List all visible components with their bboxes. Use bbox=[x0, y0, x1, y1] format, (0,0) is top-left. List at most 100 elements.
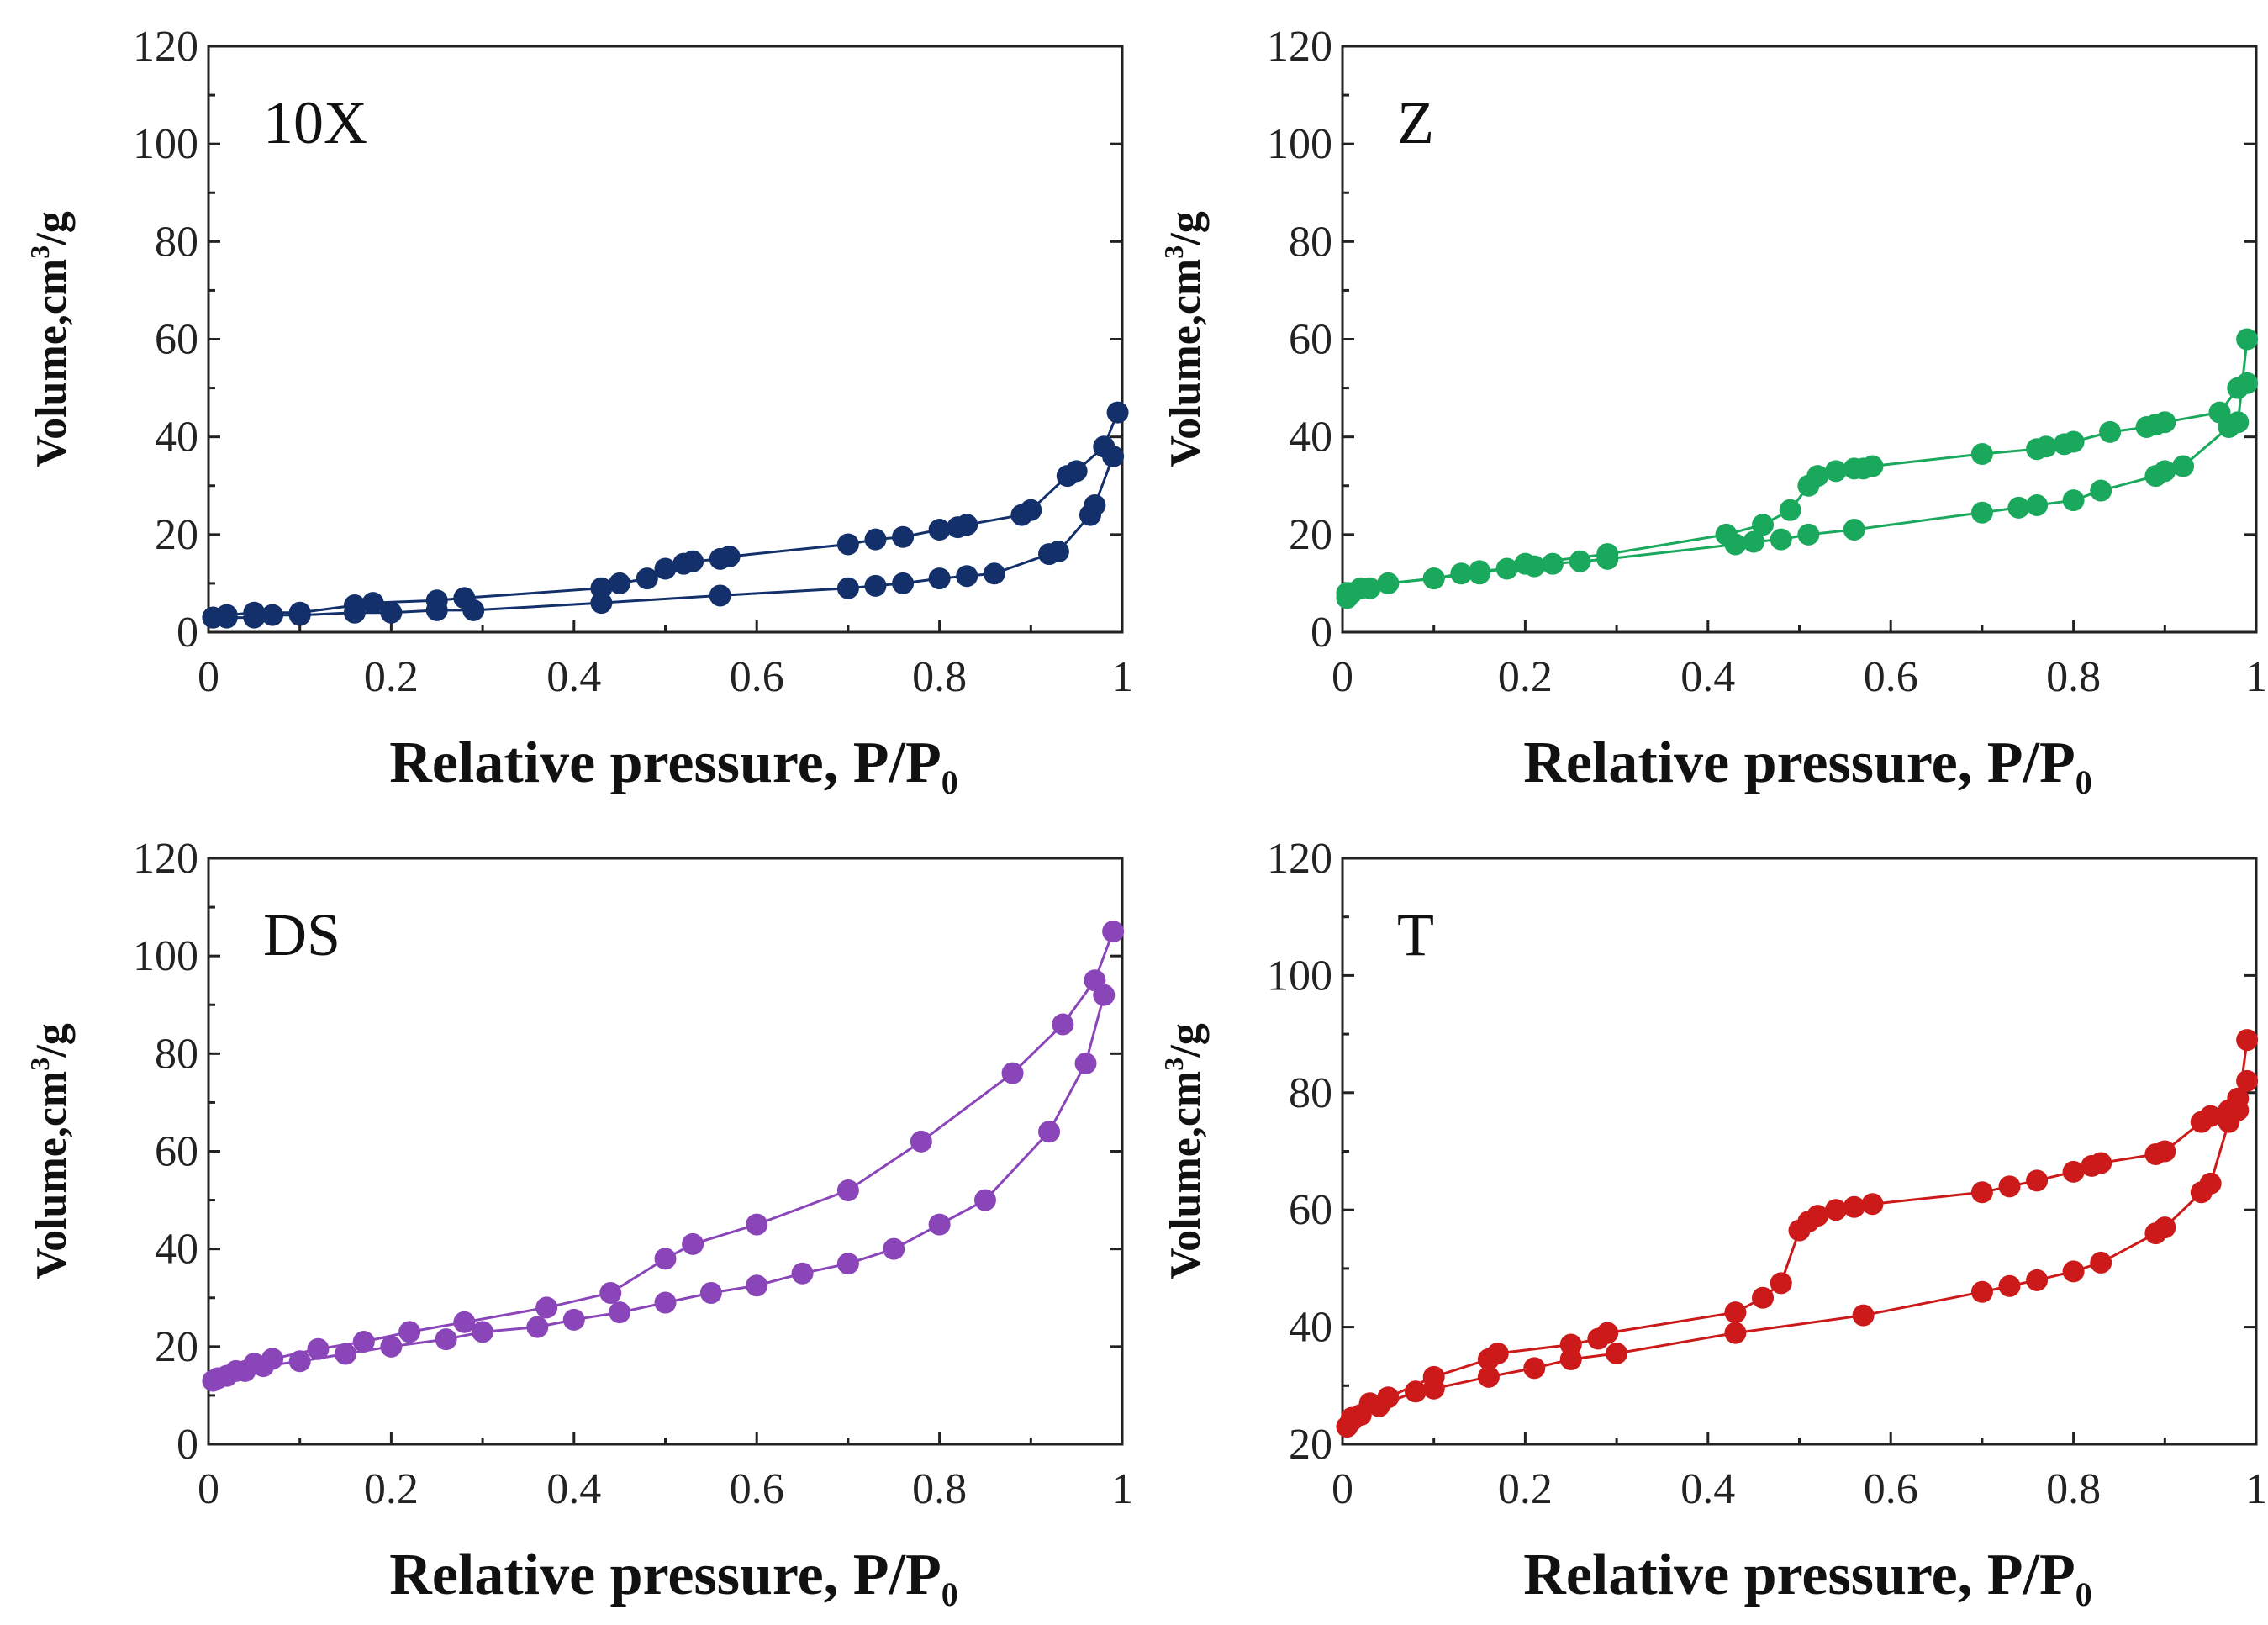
data-point-desorption bbox=[892, 525, 915, 548]
data-point-desorption bbox=[1824, 460, 1847, 483]
data-point-desorption bbox=[2026, 1169, 2049, 1192]
data-point-adsorption bbox=[2236, 1029, 2259, 1052]
data-point-adsorption bbox=[836, 577, 859, 599]
x-axis-title: Relative pressure, P/P0 bbox=[389, 731, 957, 801]
data-point-desorption bbox=[352, 1331, 375, 1353]
data-point-desorption bbox=[2026, 438, 2049, 461]
data-point-adsorption bbox=[335, 1343, 357, 1365]
data-point-adsorption bbox=[435, 1328, 457, 1351]
data-point-desorption bbox=[1843, 457, 1865, 480]
data-point-adsorption bbox=[836, 1253, 859, 1275]
x-tick-label: 0.8 bbox=[912, 1465, 967, 1513]
data-point-desorption bbox=[453, 1311, 476, 1333]
x-tick-label: 1 bbox=[1111, 1465, 1133, 1513]
x-axis-title-subscript: 0 bbox=[941, 1575, 958, 1613]
data-point-desorption bbox=[453, 587, 476, 609]
data-point-desorption bbox=[1779, 499, 1801, 521]
y-tick-label: 20 bbox=[1289, 1421, 1332, 1469]
y-axis-title-superscript: 3 bbox=[24, 245, 55, 259]
y-axis-title-text: Volume,cm bbox=[1162, 1071, 1210, 1279]
y-axis-title-superscript: 3 bbox=[1158, 245, 1189, 259]
x-tick-label: 0.4 bbox=[1680, 1465, 1735, 1513]
data-point-adsorption bbox=[1606, 1342, 1628, 1364]
x-tick-label: 0.2 bbox=[364, 653, 419, 701]
series-line-desorption bbox=[213, 412, 1119, 620]
x-tick-label: 1 bbox=[2245, 653, 2267, 701]
data-point-desorption bbox=[2227, 377, 2250, 399]
data-point-adsorption bbox=[956, 565, 978, 588]
data-point-desorption bbox=[672, 552, 695, 575]
y-axis-title: Volume,cm3/g bbox=[24, 211, 76, 467]
data-point-desorption bbox=[1752, 514, 1775, 536]
data-point-desorption bbox=[224, 1359, 247, 1382]
data-point-adsorption bbox=[1477, 1365, 1500, 1388]
x-tick-label: 0.4 bbox=[1680, 653, 1735, 701]
x-tick-label: 0.8 bbox=[2046, 653, 2101, 701]
data-point-desorption bbox=[2135, 416, 2158, 439]
x-axis-title-text: Relative pressure, P/P bbox=[389, 731, 941, 795]
data-point-adsorption bbox=[2007, 496, 2030, 519]
data-point-adsorption bbox=[1047, 541, 1069, 563]
x-tick-label: 0 bbox=[1332, 1465, 1353, 1513]
x-tick-label: 0.8 bbox=[2046, 1465, 2101, 1513]
data-point-desorption bbox=[836, 533, 859, 556]
data-point-desorption bbox=[654, 1248, 677, 1270]
data-point-desorption bbox=[202, 606, 224, 629]
data-point-desorption bbox=[1596, 543, 1619, 566]
chart-panel-t: 20 40 60 80 100 120 0 0.2 0.4 0.6 0.8 1 Relative pre… bbox=[1134, 812, 2268, 1624]
data-point-desorption bbox=[1377, 1386, 1400, 1409]
data-point-desorption bbox=[864, 528, 887, 551]
y-axis-title-text: Volume,cm bbox=[1162, 259, 1210, 467]
data-point-desorption bbox=[1797, 474, 1820, 497]
data-point-desorption bbox=[243, 1353, 266, 1375]
data-point-desorption bbox=[398, 1321, 421, 1343]
data-point-adsorption bbox=[1074, 1052, 1097, 1074]
data-point-adsorption bbox=[288, 1350, 311, 1373]
data-point-desorption bbox=[1770, 1272, 1792, 1295]
data-point-desorption bbox=[2099, 420, 2122, 443]
data-point-adsorption bbox=[1542, 552, 1564, 575]
x-axis-title-subscript: 0 bbox=[941, 763, 958, 801]
data-point-desorption bbox=[1340, 1406, 1363, 1429]
data-point-adsorption bbox=[1797, 523, 1820, 546]
data-point-desorption bbox=[206, 1367, 229, 1390]
data-point-adsorption bbox=[1450, 562, 1473, 585]
data-point-desorption bbox=[1724, 1301, 1747, 1324]
data-point-adsorption bbox=[883, 1237, 905, 1260]
data-point-adsorption bbox=[864, 574, 887, 597]
data-point-desorption bbox=[1084, 969, 1106, 992]
panel-label: Z bbox=[1397, 89, 1434, 156]
data-point-adsorption bbox=[1970, 1280, 1993, 1303]
x-tick-label: 0.2 bbox=[364, 1465, 419, 1513]
data-point-adsorption bbox=[1998, 1274, 2021, 1297]
data-point-desorption bbox=[1559, 1333, 1582, 1356]
data-point-adsorption bbox=[2090, 479, 2112, 502]
x-axis-title: Relative pressure, P/P0 bbox=[1523, 731, 2091, 801]
data-point-desorption bbox=[1422, 567, 1445, 590]
y-tick-label: 20 bbox=[155, 511, 198, 559]
data-point-desorption bbox=[1788, 1219, 1811, 1242]
x-tick-label: 0.2 bbox=[1498, 1465, 1553, 1513]
data-point-desorption bbox=[1715, 523, 1738, 546]
data-point-adsorption bbox=[791, 1262, 814, 1285]
y-tick-label: 40 bbox=[1289, 1304, 1332, 1352]
x-tick-label: 0 bbox=[1332, 653, 1353, 701]
data-point-adsorption bbox=[2062, 1260, 2085, 1283]
y-axis-title-end: /g bbox=[1162, 1023, 1210, 1058]
data-point-desorption bbox=[343, 594, 366, 617]
data-point-desorption bbox=[928, 519, 951, 541]
x-tick-label: 0.2 bbox=[1498, 653, 1553, 701]
data-point-desorption bbox=[2081, 1154, 2103, 1177]
y-tick-label: 100 bbox=[133, 120, 198, 168]
data-point-adsorption bbox=[928, 1213, 951, 1236]
data-point-adsorption bbox=[1852, 1304, 1875, 1327]
data-point-desorption bbox=[1843, 1195, 1865, 1218]
chart-panel-z: 0 20 40 60 80 100 120 0 0.2 0.4 0.6 0.8 1 Relative pr… bbox=[1134, 0, 2268, 812]
data-point-desorption bbox=[590, 577, 613, 599]
data-point-desorption bbox=[2144, 1142, 2167, 1165]
data-point-desorption bbox=[599, 1281, 622, 1304]
data-point-adsorption bbox=[472, 1321, 494, 1343]
y-tick-label: 100 bbox=[1267, 952, 1332, 1000]
data-point-adsorption bbox=[1970, 501, 1993, 524]
x-axis-title: Relative pressure, P/P0 bbox=[1523, 1543, 2091, 1613]
